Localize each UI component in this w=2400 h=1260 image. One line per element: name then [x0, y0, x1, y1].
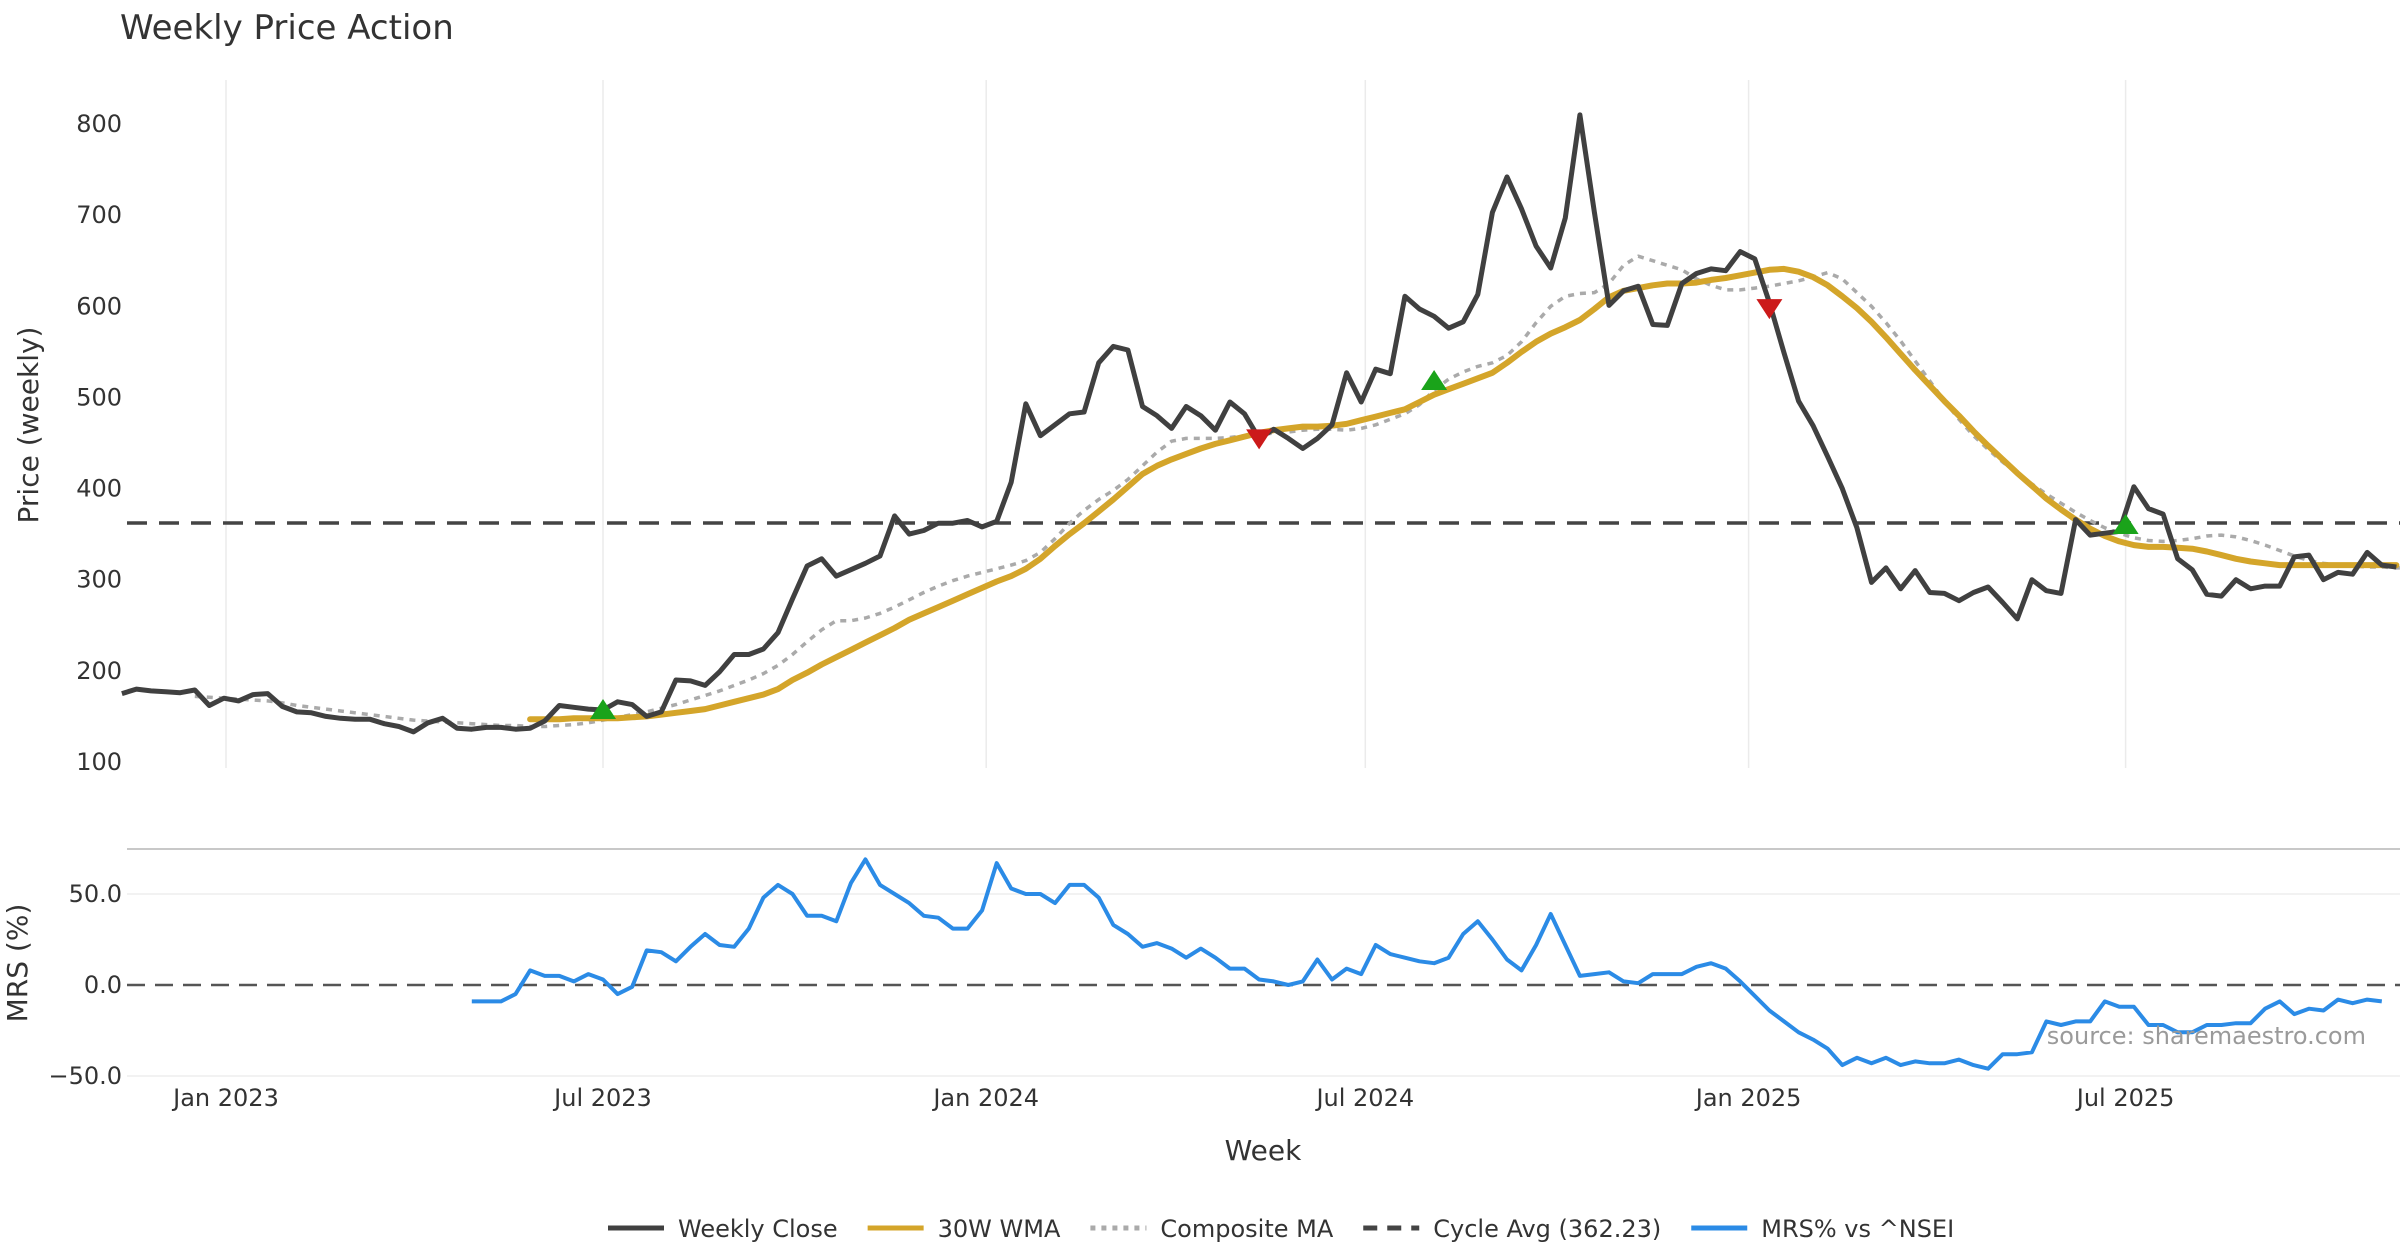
legend-label-0: Weekly Close — [678, 1215, 838, 1243]
buy-marker-2 — [1421, 370, 1448, 390]
composite-ma-line — [194, 254, 2400, 729]
sell-marker-3 — [1756, 299, 1783, 320]
legend-label-1: 30W WMA — [938, 1215, 1061, 1243]
price-ytick-800: 800 — [76, 110, 122, 138]
mrs-y-axis-title: MRS (%) — [1, 904, 34, 1023]
price-ytick-600: 600 — [76, 292, 122, 320]
mrs-ytick-1: 0.0 — [84, 971, 122, 999]
legend-label-3: Cycle Avg (362.23) — [1433, 1215, 1661, 1243]
mrs-series-group — [471, 857, 2383, 1071]
legend: Weekly Close 30W WMA Composite MA Cycle Avg… — [608, 1215, 1954, 1243]
xtick-0: Jan 2023 — [171, 1084, 279, 1112]
mrs-ytick-2: 50.0 — [69, 880, 122, 908]
price-ytick-500: 500 — [76, 383, 122, 411]
xtick-2: Jan 2024 — [931, 1084, 1039, 1112]
xtick-4: Jan 2025 — [1694, 1084, 1802, 1112]
legend-label-2: Composite MA — [1160, 1215, 1333, 1243]
buy-marker-4 — [2112, 514, 2139, 534]
sell-marker-1 — [1246, 429, 1273, 450]
weekly-close-line — [121, 112, 2397, 735]
wma-30w-line — [527, 265, 2400, 723]
mrs-line — [471, 857, 2383, 1071]
xtick-5: Jul 2025 — [2075, 1084, 2175, 1112]
signal-markers — [590, 299, 2139, 719]
chart-title: Weekly Price Action — [120, 8, 454, 48]
price-gridlines — [225, 80, 2127, 768]
price-y-axis-title: Price (weekly) — [12, 327, 45, 524]
x-axis: Jan 2023 Jul 2023 Jan 2024 Jul 2024 Jan 2025… — [171, 1084, 2174, 1112]
xtick-1: Jul 2023 — [552, 1084, 652, 1112]
price-ytick-400: 400 — [76, 475, 122, 503]
price-ytick-200: 200 — [76, 657, 122, 685]
x-axis-title: Week — [1225, 1134, 1302, 1167]
price-y-axis: 100 200 300 400 500 600 700 800 — [76, 110, 122, 776]
price-ytick-100: 100 — [76, 748, 122, 776]
xtick-3: Jul 2024 — [1314, 1084, 1414, 1112]
buy-marker-0 — [590, 699, 616, 719]
price-ytick-300: 300 — [76, 566, 122, 594]
source-credit: source: sharemaestro.com — [2047, 1022, 2366, 1050]
price-series-group — [121, 112, 2400, 735]
mrs-ytick-0: −50.0 — [48, 1062, 122, 1090]
legend-label-4: MRS% vs ^NSEI — [1761, 1215, 1954, 1243]
mrs-gridlines — [127, 893, 2400, 1077]
mrs-y-axis: −50.0 0.0 50.0 — [48, 880, 122, 1090]
price-ytick-700: 700 — [76, 201, 122, 229]
